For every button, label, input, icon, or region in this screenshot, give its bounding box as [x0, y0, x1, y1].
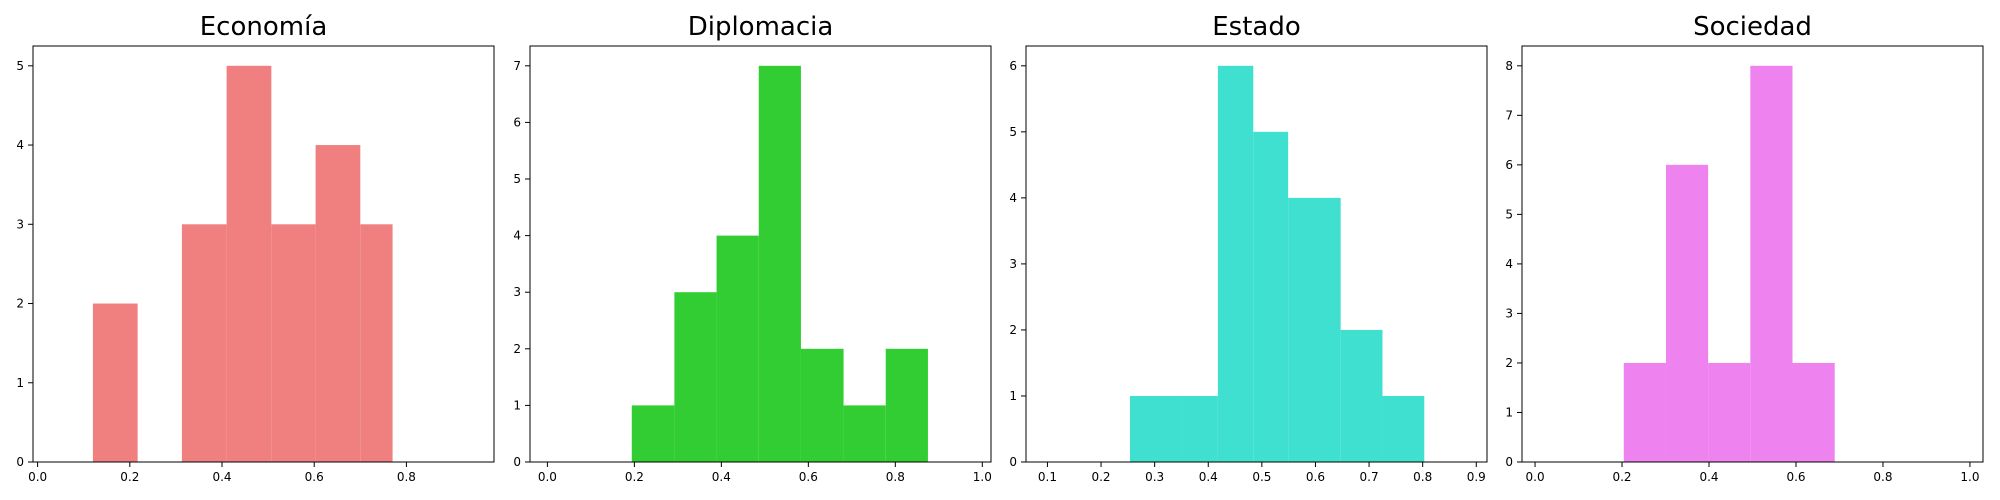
y-tick-label: 1: [513, 398, 521, 412]
y-tick-label: 3: [16, 217, 24, 231]
histogram-bar: [631, 405, 675, 462]
y-tick-label: 1: [1009, 389, 1017, 403]
chart-title: Diplomacia: [688, 12, 834, 42]
histogram-bar: [1750, 65, 1793, 463]
histogram-bar: [92, 303, 138, 462]
x-tick-label: 0.9: [1467, 470, 1486, 484]
histogram-bar: [716, 235, 759, 462]
histogram-bar: [226, 65, 272, 463]
histogram-bar: [360, 224, 393, 462]
x-tick-label: 0.4: [212, 470, 231, 484]
chart-title: Sociedad: [1693, 12, 1812, 42]
histogram-bar: [1665, 164, 1709, 462]
x-tick-label: 0.3: [1145, 470, 1164, 484]
x-tick-label: 0.1: [1038, 470, 1057, 484]
histogram-bar: [843, 405, 886, 462]
x-tick-label: 0.5: [1252, 470, 1271, 484]
x-tick-label: 1.0: [973, 470, 992, 484]
x-tick-label: 0.2: [1612, 470, 1631, 484]
x-tick-label: 0.0: [28, 470, 47, 484]
y-tick-label: 3: [513, 285, 521, 299]
y-tick-label: 6: [1009, 59, 1017, 73]
y-tick-label: 2: [16, 297, 24, 311]
histogram-bar: [758, 65, 801, 463]
histogram-bar: [674, 292, 717, 462]
histogram-panel-3: 0.1 0.2 0.3 0.4 0.5 0.6 0.7 0.8 0.9 0 1 2 3 4 5 6 Estado: [1009, 12, 1488, 484]
x-tick-label: 0.6: [1306, 470, 1325, 484]
histogram-panel-4: 0.0 0.2 0.4 0.6 0.8 1.0 0 1 2 3 4 5 6 7 8 Sociedad: [1505, 12, 1984, 484]
y-tick-label: 2: [513, 342, 521, 356]
x-tick-label: 0.0: [538, 470, 557, 484]
y-tick-label: 4: [16, 138, 24, 152]
axes-frame: [1025, 45, 1488, 463]
y-tick-label: 4: [513, 229, 521, 243]
y-tick-label: 2: [1009, 323, 1017, 337]
histogram-bar: [885, 348, 928, 462]
y-tick-label: 3: [1505, 306, 1513, 320]
histogram-bar: [181, 224, 227, 462]
x-tick-label: 0.8: [1873, 470, 1892, 484]
y-tick-label: 0: [1505, 455, 1513, 469]
histogram-bar: [1182, 395, 1218, 462]
histogram-bar: [315, 145, 361, 463]
y-tick-label: 1: [1505, 405, 1513, 419]
y-tick-label: 5: [1505, 207, 1513, 221]
axes-frame: [1521, 45, 1984, 463]
y-tick-label: 6: [513, 115, 521, 129]
y-tick-label: 3: [1009, 257, 1017, 271]
y-tick-label: 0: [16, 455, 24, 469]
histogram-bar: [1382, 395, 1425, 462]
axes-frame: [529, 45, 992, 463]
x-tick-label: 0.4: [1699, 470, 1718, 484]
histogram-bar: [1129, 395, 1183, 462]
x-tick-label: 0.4: [712, 470, 731, 484]
x-tick-label: 0.8: [886, 470, 905, 484]
y-tick-label: 7: [1505, 108, 1513, 122]
y-tick-label: 6: [1505, 158, 1513, 172]
histogram-bar: [1708, 362, 1751, 462]
x-tick-label: 0.6: [799, 470, 818, 484]
y-tick-label: 7: [513, 59, 521, 73]
x-tick-label: 0.7: [1360, 470, 1379, 484]
histogram-bar: [1253, 131, 1289, 463]
x-tick-label: 0.8: [397, 470, 416, 484]
x-tick-label: 0.2: [1091, 470, 1110, 484]
y-tick-label: 4: [1009, 191, 1017, 205]
x-tick-label: 0.0: [1526, 470, 1545, 484]
histogram-bar: [1623, 362, 1666, 462]
y-tick-label: 0: [1009, 455, 1017, 469]
y-tick-label: 5: [1009, 125, 1017, 139]
x-tick-label: 0.2: [625, 470, 644, 484]
y-tick-label: 1: [16, 376, 24, 390]
histogram-panel-1: 0.0 0.2 0.4 0.6 0.8 0 1 2 3 4 5 Economía: [16, 12, 495, 484]
histogram-bar: [1288, 197, 1341, 462]
histogram-panel-2: 0.0 0.2 0.4 0.6 0.8 1.0 0 1 2 3 4 5 6 7 Diplomacia: [513, 12, 991, 484]
histogram-bar: [271, 224, 316, 462]
histogram-bar: [800, 348, 844, 462]
x-tick-label: 0.4: [1199, 470, 1218, 484]
y-tick-label: 2: [1505, 356, 1513, 370]
x-tick-label: 0.2: [120, 470, 139, 484]
axes-frame: [32, 45, 495, 463]
y-tick-label: 8: [1505, 59, 1513, 73]
y-tick-label: 5: [16, 59, 24, 73]
x-tick-label: 0.6: [1786, 470, 1805, 484]
y-tick-label: 5: [513, 172, 521, 186]
histogram-bar: [1340, 329, 1383, 462]
histogram-bar: [1217, 65, 1254, 463]
x-tick-label: 1.0: [1960, 470, 1979, 484]
histogram-bar: [1792, 362, 1835, 462]
y-tick-label: 4: [1505, 257, 1513, 271]
chart-title: Economía: [200, 12, 328, 42]
y-tick-label: 0: [513, 455, 521, 469]
chart-title: Estado: [1212, 12, 1301, 42]
x-tick-label: 0.6: [305, 470, 324, 484]
x-tick-label: 0.8: [1413, 470, 1432, 484]
